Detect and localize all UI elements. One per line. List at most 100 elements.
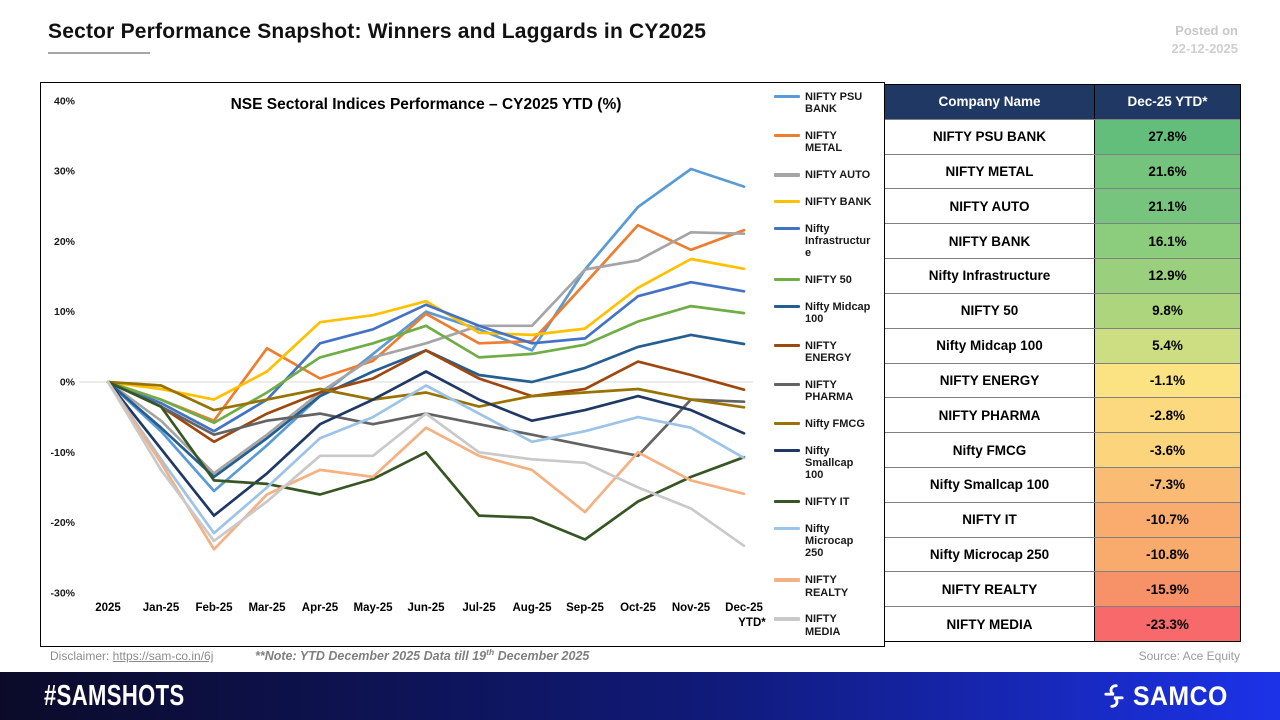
series-line-nifty-psu-bank <box>106 167 746 493</box>
legend-label: Nifty Smallcap 100 <box>805 444 854 482</box>
legend-swatch <box>774 448 800 453</box>
x-axis-tick: Apr-25 <box>302 602 339 614</box>
y-axis-tick: 20% <box>54 236 76 248</box>
table-row: NIFTY ENERGY -1.1% <box>885 362 1240 398</box>
page-title: Sector Performance Snapshot: Winners and… <box>48 20 707 43</box>
legend-label: NIFTY PHARMA <box>805 378 854 404</box>
table-cell-company: NIFTY ENERGY <box>885 363 1095 398</box>
table-cell-ytd: -23.3% <box>1095 607 1240 641</box>
series-line-nifty-energy <box>106 349 746 444</box>
table-cell-company: NIFTY PSU BANK <box>885 119 1095 154</box>
table-row: NIFTY PHARMA -2.8% <box>885 397 1240 433</box>
legend-label: NIFTY BANK <box>805 195 872 208</box>
legend-label: Nifty Infrastructure <box>805 222 871 260</box>
table-header-row: Company Name Dec-25 YTD* <box>885 85 1240 119</box>
posted-on-date: 22-12-2025 <box>1171 40 1239 56</box>
legend-item-nifty-energy: NIFTY ENERGY <box>774 340 882 365</box>
y-axis-tick: 40% <box>54 95 76 107</box>
legend-item-nifty-midcap-100: Nifty Midcap 100 <box>774 301 882 326</box>
legend-label: NIFTY PSU BANK <box>805 91 863 116</box>
legend-label: Nifty Midcap 100 <box>805 300 871 326</box>
y-axis-tick: -10% <box>50 447 75 459</box>
legend-swatch <box>774 617 800 621</box>
table-cell-ytd: 12.9% <box>1095 259 1240 293</box>
table-row: NIFTY 50 9.8% <box>885 292 1240 328</box>
table-row: Nifty Smallcap 100 -7.3% <box>885 466 1240 502</box>
sector-performance-chart: NSE Sectoral Indices Performance – CY202… <box>40 82 885 647</box>
legend-item-nifty-psu-bank: NIFTY PSU BANK <box>774 91 882 116</box>
table-cell-ytd: 16.1% <box>1095 224 1240 259</box>
series-line-nifty-metal <box>106 223 746 423</box>
x-axis-tick: Nov-25 <box>672 602 711 614</box>
legend-label: NIFTY ENERGY <box>805 339 852 365</box>
legend-swatch <box>774 526 800 531</box>
series-line-nifty-auto <box>106 230 746 475</box>
series-line-nifty-media <box>106 380 746 548</box>
legend-swatch <box>774 500 800 504</box>
y-axis-tick: -20% <box>50 517 75 529</box>
x-axis-tick: Oct-25 <box>620 602 656 614</box>
legend-swatch <box>774 421 800 426</box>
legend-swatch <box>774 278 800 282</box>
x-axis-tick: Sep-25 <box>566 602 604 614</box>
table-row: NIFTY METAL 21.6% <box>885 153 1240 189</box>
legend-item-nifty-auto: NIFTY AUTO <box>774 169 882 181</box>
note: **Note: YTD December 2025 Data till 19th… <box>255 647 589 663</box>
disclaimer-link[interactable]: https://sam-co.in/6j <box>112 649 214 663</box>
table-cell-ytd: -7.3% <box>1095 467 1240 502</box>
legend-label: Nifty Microcap 250 <box>805 522 854 560</box>
table-cell-ytd: -15.9% <box>1095 572 1240 607</box>
table-cell-company: NIFTY REALTY <box>885 572 1095 607</box>
samco-logo-text: SAMCO <box>1133 680 1228 711</box>
table-cell-ytd: -3.6% <box>1095 433 1240 467</box>
legend-label: NIFTY REALTY <box>805 574 849 599</box>
table-row: NIFTY MEDIA -23.3% <box>885 606 1240 641</box>
table-cell-ytd: -10.7% <box>1095 502 1240 537</box>
y-axis-tick: -30% <box>50 587 75 599</box>
samco-logo-icon <box>1104 684 1124 708</box>
x-axis-tick: Dec-25 <box>725 602 763 614</box>
legend-item-nifty-metal: NIFTY METAL <box>774 130 882 155</box>
legend-item-nifty-it: NIFTY IT <box>774 496 882 508</box>
y-axis-tick: 0% <box>60 377 76 389</box>
table-row: Nifty Infrastructure 12.9% <box>885 258 1240 293</box>
legend-item-nifty-smallcap-100: Nifty Smallcap 100 <box>774 445 882 482</box>
samco-brand: SAMCO <box>1101 681 1236 712</box>
note-text-rest: December 2025 <box>494 649 590 664</box>
table-cell-company: NIFTY AUTO <box>885 189 1095 224</box>
table-cell-company: Nifty Microcap 250 <box>885 537 1095 572</box>
table-row: Nifty FMCG -3.6% <box>885 432 1240 467</box>
legend-label: Nifty FMCG <box>805 417 865 430</box>
series-line-nifty-50 <box>106 304 746 425</box>
legend-swatch <box>774 226 800 231</box>
table-cell-company: NIFTY BANK <box>885 224 1095 259</box>
series-line-nifty-infrastructure <box>106 280 746 433</box>
line-chart-plot: NSE Sectoral Indices Performance – CY202… <box>50 95 766 629</box>
x-axis-tick: Aug-25 <box>513 602 553 614</box>
x-axis-tick: Mar-25 <box>248 602 286 614</box>
table-cell-company: NIFTY METAL <box>885 154 1095 189</box>
legend-label: NIFTY MEDIA <box>805 613 841 638</box>
table-header-company: Company Name <box>885 85 1095 119</box>
posted-on-label: Posted on <box>1175 23 1238 38</box>
legend-item-nifty-bank: NIFTY BANK <box>774 196 882 208</box>
title-underline <box>48 52 150 54</box>
legend-item-nifty-microcap-250: Nifty Microcap 250 <box>774 523 882 560</box>
samshots-hashtag: #SAMSHOTS <box>44 679 185 712</box>
legend-swatch <box>774 173 800 177</box>
legend-swatch <box>774 343 800 348</box>
chart-title: NSE Sectoral Indices Performance – CY202… <box>231 96 622 113</box>
y-axis-tick: 30% <box>54 166 76 178</box>
series-line-nifty-microcap-250 <box>106 380 746 535</box>
legend-label: NIFTY METAL <box>805 130 843 155</box>
x-axis-tick: YTD* <box>738 617 766 629</box>
table-header-ytd: Dec-25 YTD* <box>1127 94 1208 110</box>
legend-item-nifty-infrastructure: Nifty Infrastructure <box>774 223 882 260</box>
table-cell-ytd: 21.1% <box>1095 189 1240 224</box>
series-line-nifty-bank <box>106 257 746 401</box>
table-cell-company: NIFTY MEDIA <box>885 607 1095 641</box>
table-row: NIFTY BANK 16.1% <box>885 223 1240 259</box>
table-cell-ytd: -2.8% <box>1095 398 1240 433</box>
x-axis-tick: Jul-25 <box>462 602 496 614</box>
legend-item-nifty-50: NIFTY 50 <box>774 274 882 286</box>
